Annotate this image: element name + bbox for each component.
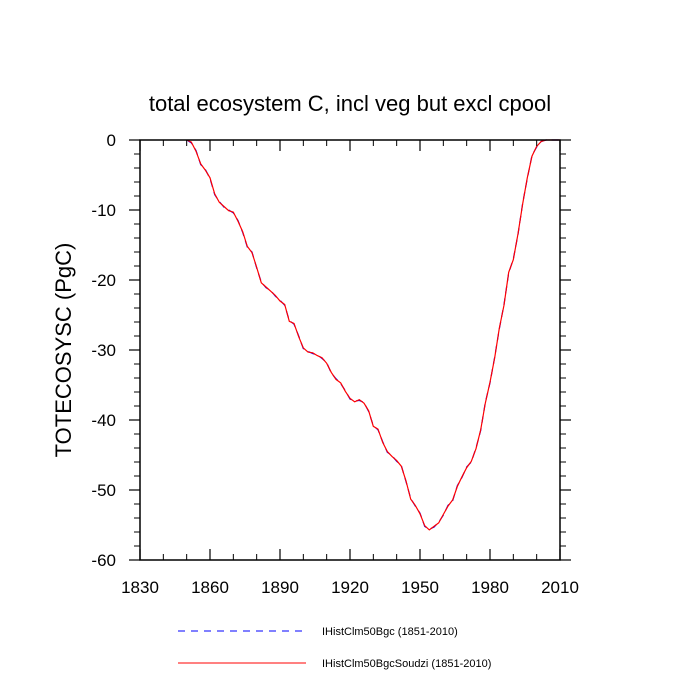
series-line-2 [186,139,560,531]
y-tick-label: -20 [91,271,116,290]
plot-frame [139,139,561,561]
x-tick-label: 2010 [541,578,579,597]
y-tick-label: -30 [91,341,116,360]
y-tick-label: -50 [91,481,116,500]
chart-title: total ecosystem C, incl veg but excl cpo… [149,91,551,116]
series-line-1 [186,139,560,530]
x-tick-label: 1980 [471,578,509,597]
y-axis-label: TOTECOSYSC (PgC) [51,243,76,458]
x-tick-label: 1950 [401,578,439,597]
x-tick-label: 1890 [261,578,299,597]
y-tick-label: -40 [91,411,116,430]
axes-layer: 1830 1860 1890 1920 1950 1980 2010 0 -10 -20 -30 -4… [91,131,578,597]
legend-label-2: IHistClm50BgcSoudzi (1851-2010) [322,658,491,670]
legend: IHistClm50Bgc (1851-2010) IHistClm50BgcSo… [178,626,491,670]
x-tick-label: 1830 [121,578,159,597]
y-tick-label: 0 [107,131,116,150]
x-tick-label: 1920 [331,578,369,597]
x-tick-label: 1860 [191,578,229,597]
y-tick-label: -10 [91,201,116,220]
legend-label-1: IHistClm50Bgc (1851-2010) [322,626,458,638]
y-tick-label: -60 [91,551,116,570]
series-layer [186,139,560,531]
